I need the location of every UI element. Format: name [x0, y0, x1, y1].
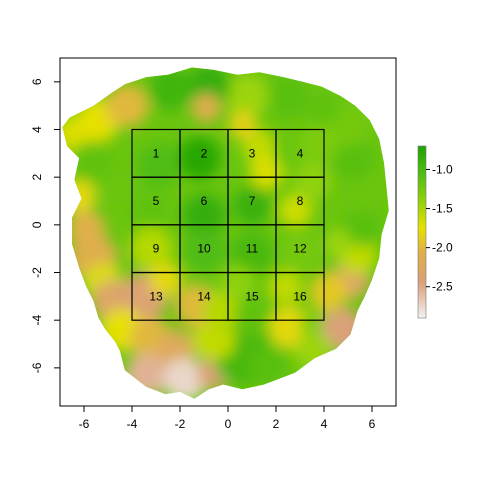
surface-patch	[62, 179, 96, 213]
y-axis: -6 -4 -2 0 2 4 6	[30, 78, 61, 373]
surface-patch	[105, 84, 149, 128]
surface-patch	[230, 231, 274, 276]
grid-cell-label: 2	[201, 146, 208, 160]
surface-patch	[249, 155, 284, 190]
surface-patch	[192, 93, 221, 123]
surface-patch	[100, 169, 135, 204]
colorbar-tick-label: -2.5	[432, 280, 453, 294]
surface-patch	[69, 141, 113, 185]
grid-cell-label: 9	[153, 242, 160, 256]
surface-patch	[124, 353, 168, 397]
surface-patch	[235, 293, 279, 337]
y-tick-label: -6	[30, 362, 44, 373]
surface-patch	[295, 332, 334, 371]
y-tick-label: 0	[30, 221, 44, 228]
x-axis: -6 -4 -2 0 2 4 6	[79, 405, 376, 431]
surface-patch	[148, 67, 192, 111]
grid-cell-label: 15	[245, 289, 259, 303]
grid-cell-label: 8	[297, 194, 304, 208]
x-tick-label: 4	[321, 417, 328, 431]
surface-patch	[220, 265, 255, 299]
surface-patch	[232, 186, 272, 225]
grid-cell-label: 16	[293, 289, 307, 303]
surface-patch	[182, 229, 226, 273]
y-tick-label: -2	[30, 267, 44, 278]
surface-patch	[148, 262, 183, 297]
surface-patch	[136, 143, 180, 187]
x-tick-label: 2	[273, 417, 280, 431]
surface-patch	[264, 74, 308, 118]
surface-patch	[331, 136, 375, 180]
surface-patch	[302, 88, 341, 128]
surface-patch	[249, 346, 288, 385]
grid-cell-label: 14	[197, 289, 211, 303]
surface-patch	[129, 188, 173, 233]
x-tick-label: 6	[369, 417, 376, 431]
surface-patch	[163, 358, 207, 399]
surface-patch	[129, 227, 173, 271]
x-tick-label: -6	[79, 417, 90, 431]
surface-patch	[292, 162, 332, 202]
colorbar-tick-label: -2.0	[432, 241, 453, 255]
block-grid	[131, 128, 325, 321]
surface-patch	[177, 136, 221, 180]
y-tick-label: -4	[30, 315, 44, 326]
y-tick-label: 2	[30, 174, 44, 181]
grid-cell-label: 5	[153, 194, 160, 208]
surface-patch	[182, 193, 226, 237]
colorbar-gradient-bar	[417, 145, 427, 319]
grid-cell-label: 4	[297, 146, 304, 160]
surface-patch	[225, 74, 269, 118]
grid-cell-label: 7	[249, 194, 256, 208]
surface-patch	[228, 110, 257, 140]
grid-cell-label: 3	[249, 146, 256, 160]
grid-cell-label: 10	[197, 242, 211, 256]
grid-cell-label: 13	[149, 289, 163, 303]
y-tick-label: 6	[30, 78, 44, 85]
y-tick-label: 4	[30, 126, 44, 133]
colorbar-tick-label: -1.5	[432, 202, 453, 216]
surface-patch	[343, 208, 382, 247]
colorbar-tick-label: -1.0	[432, 162, 453, 176]
grid-cell-label: 1	[153, 146, 160, 160]
x-tick-label: -2	[175, 417, 186, 431]
surface-patch	[242, 129, 276, 163]
raster-surface	[62, 67, 389, 399]
x-tick-label: -4	[127, 417, 138, 431]
colorbar-legend: -2.5 -2.0 -1.5 -1.0	[417, 145, 453, 319]
surface-patch	[324, 229, 353, 259]
grid-cell-16	[275, 271, 325, 321]
surface-patch	[268, 270, 303, 304]
surface-patch	[340, 169, 384, 214]
grid-cell-label: 11	[246, 242, 259, 256]
surface-patch	[300, 124, 339, 163]
colorbar-ticks: -2.5 -2.0 -1.5 -1.0	[426, 162, 453, 294]
surface-patch	[280, 234, 320, 273]
surface-patch	[309, 272, 348, 311]
x-tick-label: 0	[225, 417, 232, 431]
grid-cell-label: 6	[201, 194, 208, 208]
grid-cell-label: 12	[293, 242, 307, 256]
surface-patch	[278, 193, 313, 228]
